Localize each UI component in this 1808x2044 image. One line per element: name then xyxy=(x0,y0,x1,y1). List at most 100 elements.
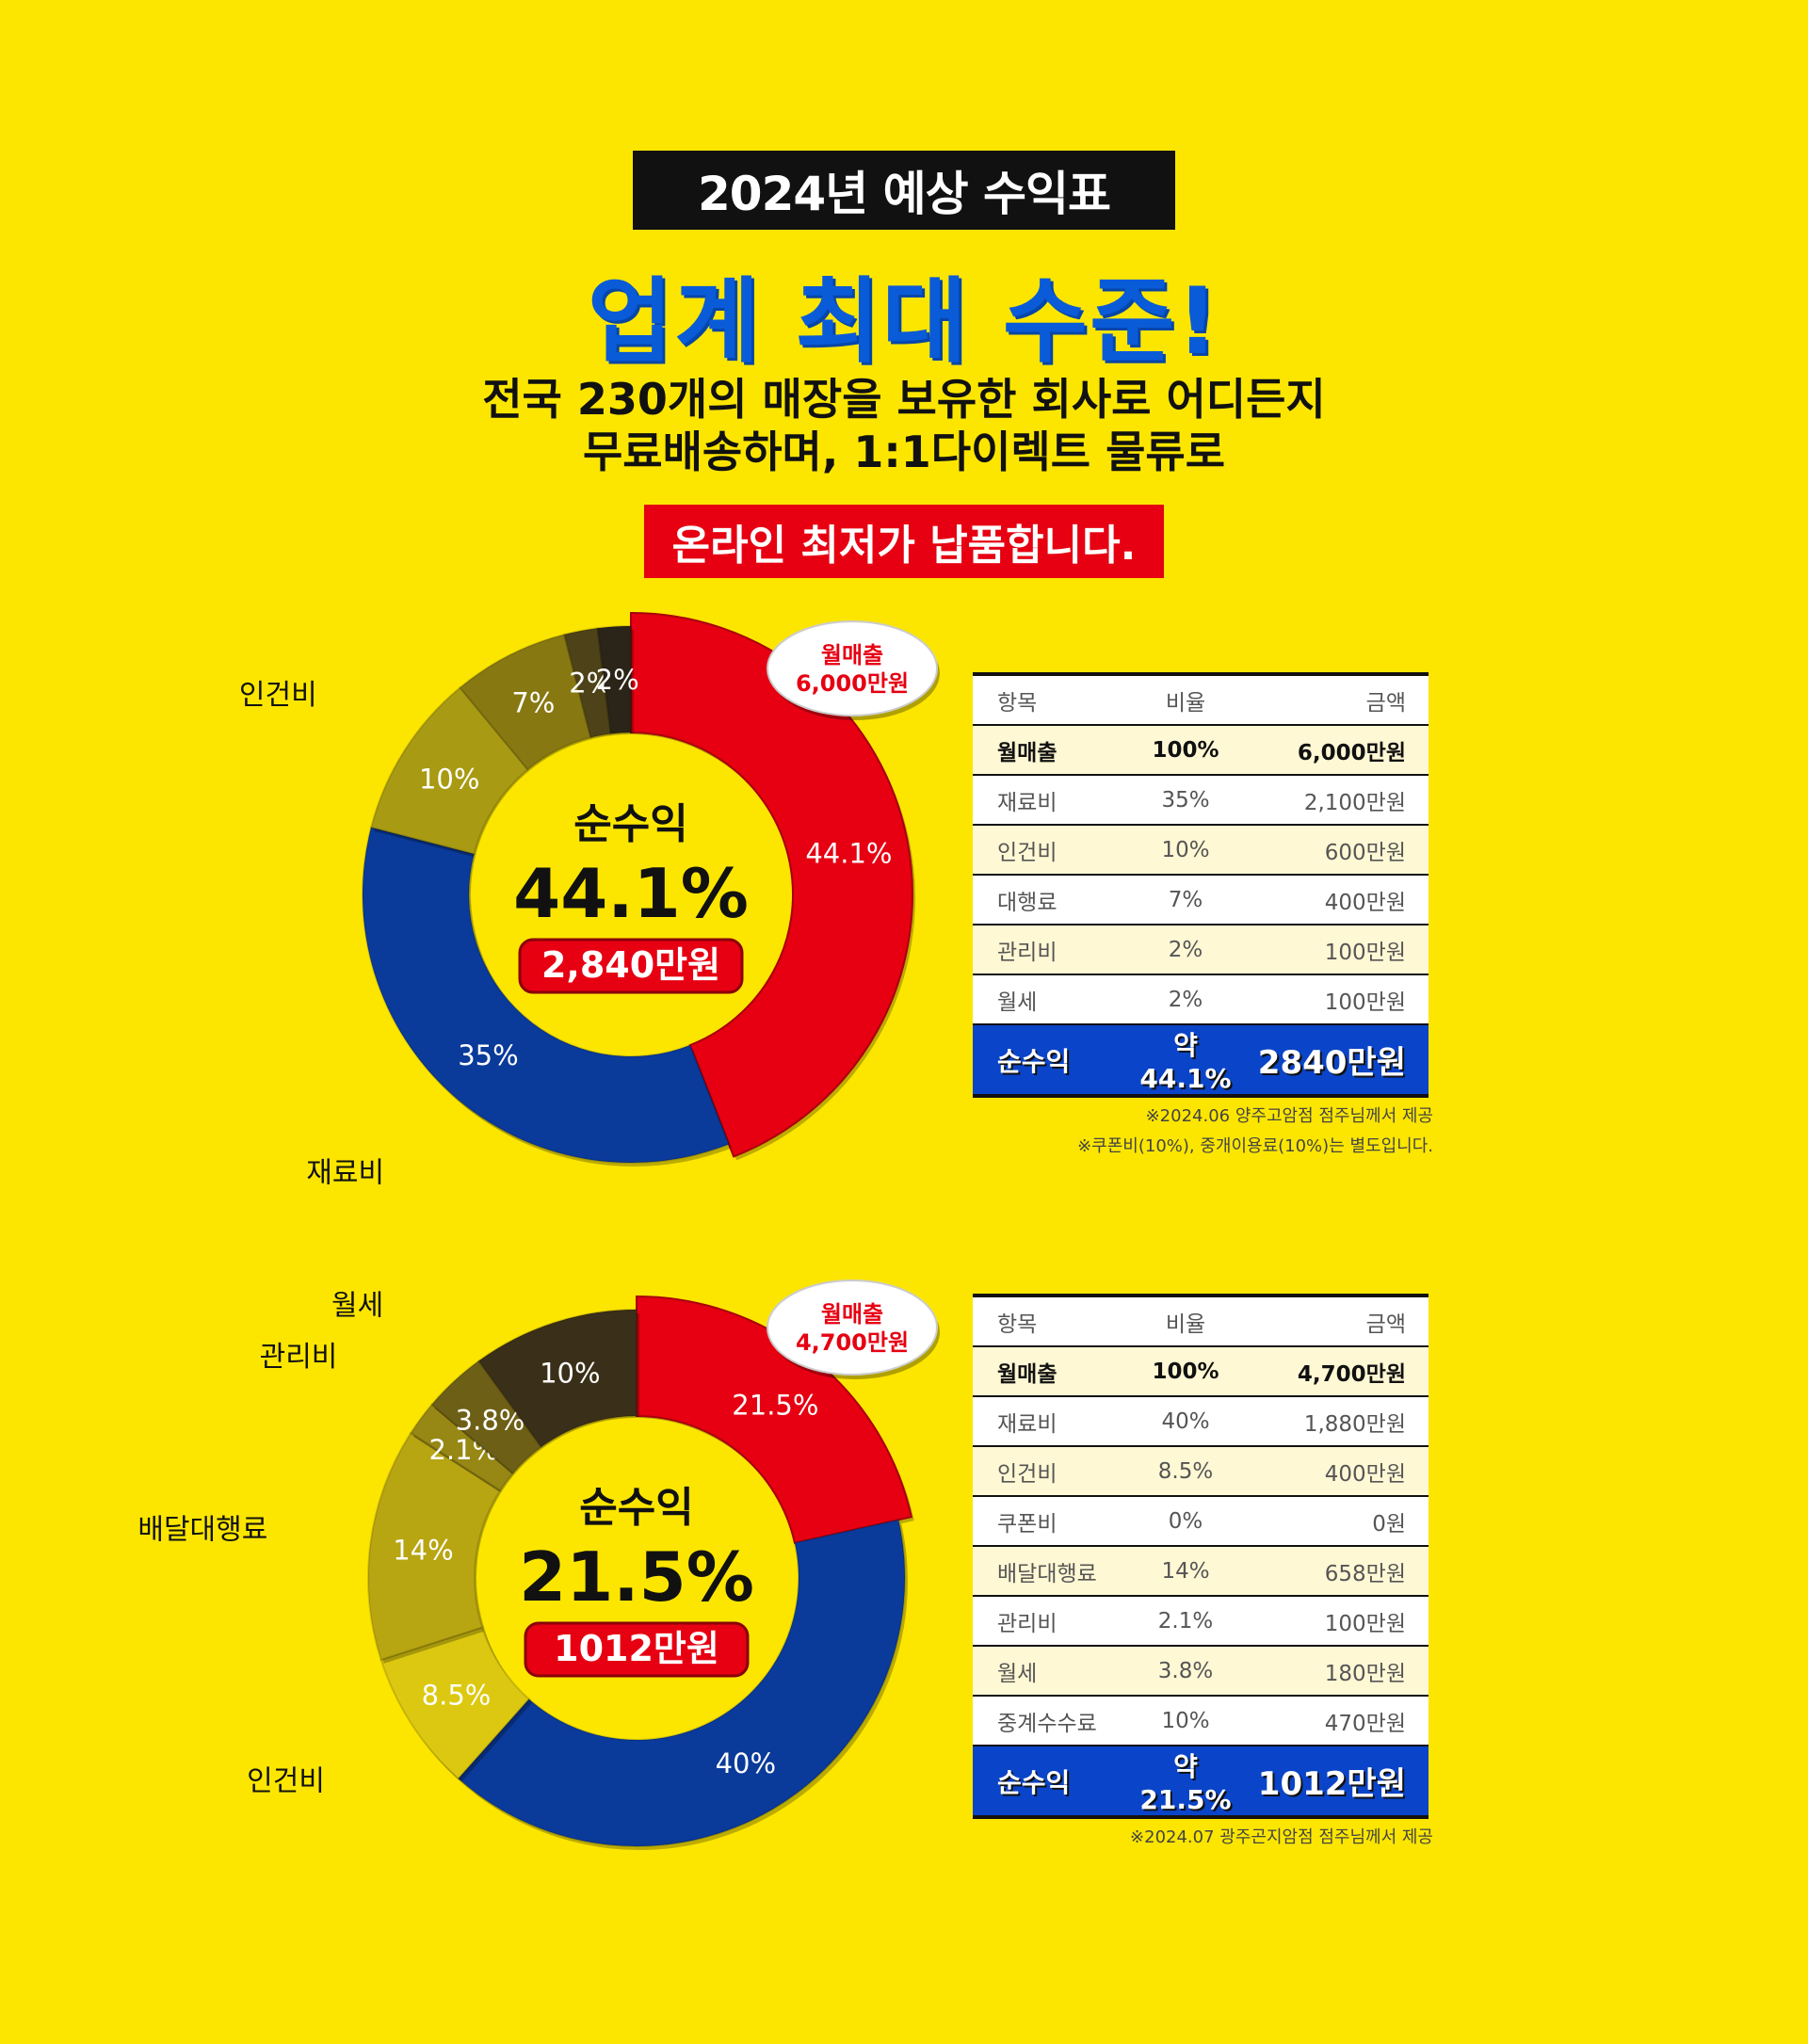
donut-slice xyxy=(409,1403,515,1492)
monthly-sales-bubble xyxy=(767,620,938,716)
table-cell: 인건비 xyxy=(973,1446,1129,1497)
profit-table-2: 항목 비율 금액 월매출 100% 4,700만원 재료비 40% 1,880만원 인건비 8.5%… xyxy=(973,1294,1429,1819)
center-amount-badge xyxy=(524,1621,750,1678)
table-note: ※2024.06 양주고암점 점주님께서 제공 xyxy=(1145,1106,1433,1126)
slice-category-label: 관리비 xyxy=(260,1341,338,1374)
table-total-row: 순수익 약 44.1% 2840만원 xyxy=(973,1024,1429,1098)
table-cell: 0원 xyxy=(1242,1496,1429,1547)
table-cell: 100% xyxy=(1129,725,1242,776)
table-header-cell: 금액 xyxy=(1242,674,1429,726)
profit-table-1: 항목 비율 금액 월매출 100% 6,000만원 재료비 35% 2,100만원 인건비 10% 6… xyxy=(973,672,1429,1098)
table-cell: 대행료 xyxy=(973,875,1129,925)
table-cell: 인건비 xyxy=(973,825,1129,876)
table-cell: 재료비 xyxy=(973,1396,1129,1447)
table-cell: 8.5% xyxy=(1129,1446,1242,1497)
header-tag: 2024년 예상 수익표 xyxy=(633,151,1175,230)
table-cell: 월세 xyxy=(973,1646,1129,1697)
table-cell: 400만원 xyxy=(1242,875,1429,925)
donut-slice xyxy=(596,624,632,735)
table-cell: 35% xyxy=(1129,775,1242,826)
slice-value-label: 14% xyxy=(393,1534,453,1566)
table-cell: 월세 xyxy=(973,974,1129,1025)
table-cell: 배달대행료 xyxy=(973,1546,1129,1597)
donut-slice xyxy=(636,1295,913,1544)
donut-slice xyxy=(562,627,612,739)
table-cell: 7% xyxy=(1129,875,1242,925)
table-header-cell: 금액 xyxy=(1242,1296,1429,1347)
subheadline-line-2: 무료배송하며, 1:1다이렉트 물류로 xyxy=(582,427,1226,477)
donut-slice xyxy=(367,1431,502,1662)
center-amount-badge xyxy=(518,938,744,994)
table-header-row: 항목 비율 금액 xyxy=(973,674,1429,726)
table-cell: 40% xyxy=(1129,1396,1242,1447)
slice-category-label: 월세 xyxy=(331,1290,383,1323)
table-cell: 14% xyxy=(1129,1546,1242,1597)
slice-value-label: 10% xyxy=(419,763,479,795)
slice-value-label: 21.5% xyxy=(732,1389,818,1421)
table-row: 중계수수료 10% 470만원 xyxy=(973,1696,1429,1746)
table-cell: 4,700만원 xyxy=(1242,1346,1429,1397)
table-header-cell: 비율 xyxy=(1129,1296,1242,1347)
table-cell: 중계수수료 xyxy=(973,1696,1129,1746)
monthly-sales-bubble xyxy=(767,1280,938,1376)
table-row: 배달대행료 14% 658만원 xyxy=(973,1546,1429,1597)
table-cell: 월매출 xyxy=(973,725,1129,776)
center-percent: 44.1% xyxy=(513,854,749,933)
table-total-cell: 약 21.5% xyxy=(1129,1746,1242,1819)
table-cell: 1,880만원 xyxy=(1242,1396,1429,1447)
table-cell: 관리비 xyxy=(973,925,1129,975)
donut-chart-2: 21.5%40%재료비8.5%인건비14%배달대행료2.1%관리비3.8%월세1… xyxy=(137,1280,940,1883)
table-cell: 10% xyxy=(1129,1696,1242,1746)
table-2-notes: ※2024.07 광주곤지암점 점주님께서 제공 xyxy=(848,1823,1433,1853)
slice-category-label: 배달대행료 xyxy=(137,1514,267,1547)
center-percent: 21.5% xyxy=(519,1537,754,1617)
table-total-cell: 순수익 xyxy=(973,1746,1129,1819)
slice-value-label: 40% xyxy=(716,1747,776,1779)
donut-slice xyxy=(379,1626,531,1780)
table-row: 관리비 2% 100만원 xyxy=(973,925,1429,975)
bubble-value: 4,700만원 xyxy=(796,1329,909,1356)
table-cell: 2% xyxy=(1129,974,1242,1025)
red-tag: 온라인 최저가 납품합니다. xyxy=(644,505,1164,578)
bubble-value: 6,000만원 xyxy=(796,670,909,697)
table-cell: 100% xyxy=(1129,1346,1242,1397)
table-row: 월매출 100% 4,700만원 xyxy=(973,1346,1429,1397)
table-row: 재료비 40% 1,880만원 xyxy=(973,1396,1429,1447)
table-cell: 470만원 xyxy=(1242,1696,1429,1746)
table-header-cell: 비율 xyxy=(1129,674,1242,726)
slice-value-label: 7% xyxy=(511,686,555,718)
slice-value-label: 3.8% xyxy=(456,1405,525,1437)
donut-slice xyxy=(362,826,731,1164)
table-cell: 600만원 xyxy=(1242,825,1429,876)
table-cell: 3.8% xyxy=(1129,1646,1242,1697)
table-cell: 관리비 xyxy=(973,1596,1129,1647)
table-row: 대행료 7% 400만원 xyxy=(973,875,1429,925)
subheadline: 전국 230개의 매장을 보유한 회사로 어디든지 무료배송하며, 1:1다이렉… xyxy=(0,373,1808,478)
donut-slice xyxy=(369,685,529,856)
table-row: 재료비 35% 2,100만원 xyxy=(973,775,1429,826)
table-total-cell: 약 44.1% xyxy=(1129,1024,1242,1098)
table-row: 쿠폰비 0% 0원 xyxy=(973,1496,1429,1547)
table-row: 월세 2% 100만원 xyxy=(973,974,1429,1025)
headline: 업계 최대 수준! xyxy=(588,268,1220,376)
slice-value-label: 35% xyxy=(458,1039,518,1071)
table-cell: 100만원 xyxy=(1242,1596,1429,1647)
table-note: ※쿠폰비(10%), 중개이용료(10%)는 별도입니다. xyxy=(1077,1136,1433,1156)
donut-chart-1: 44.1%35%재료비10%인건비7%대행료2%관리비2%월세순수익44.1%2… xyxy=(239,611,940,1186)
table-cell: 10% xyxy=(1129,825,1242,876)
table-cell: 2.1% xyxy=(1129,1596,1242,1647)
table-row: 월세 3.8% 180만원 xyxy=(973,1646,1429,1697)
table-cell: 월매출 xyxy=(973,1346,1129,1397)
slice-category-label: 인건비 xyxy=(247,1764,325,1797)
slice-value-label: 44.1% xyxy=(805,837,892,869)
table-note: ※2024.07 광주곤지암점 점주님께서 제공 xyxy=(1130,1827,1433,1847)
center-amount: 1012만원 xyxy=(554,1628,719,1669)
table-cell: 100만원 xyxy=(1242,974,1429,1025)
table-1-notes: ※2024.06 양주고암점 점주님께서 제공 ※쿠폰비(10%), 중개이용료(… xyxy=(848,1102,1433,1162)
slice-value-label: 8.5% xyxy=(422,1680,492,1712)
slice-value-label: 10% xyxy=(540,1358,600,1390)
center-label: 순수익 xyxy=(573,800,687,848)
slice-value-label: 2% xyxy=(596,664,639,696)
table-total-cell: 1012만원 xyxy=(1242,1746,1429,1819)
bubble-label: 월매출 xyxy=(821,1301,883,1328)
